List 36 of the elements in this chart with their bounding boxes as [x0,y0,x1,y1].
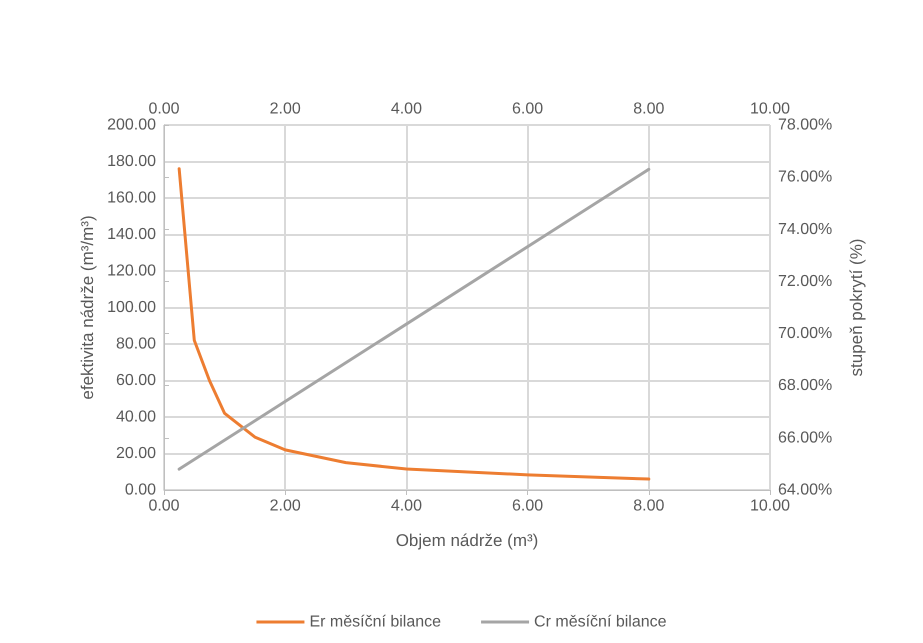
x2-tick-label: 6.00 [512,100,544,118]
y2-tick-label: 66.00% [778,429,832,446]
y-axis-title: efektivita nádrže (m³/m³) [78,215,97,400]
y2-tick-label: 72.00% [778,272,832,290]
x-tick-label: 8.00 [633,498,664,514]
y2-tick-label: 64.00% [778,482,832,498]
y-tick-label: 0.00 [124,482,156,498]
x-tick-label: 10.00 [750,498,790,514]
y-tick-label: 120.00 [107,262,156,280]
y-tick-label: 100.00 [107,299,156,316]
legend-label: Er měsíční bilance [309,614,442,630]
y-tick-label: 60.00 [116,372,156,389]
x-tick-label: 4.00 [390,498,422,514]
x-tick-label: 0.00 [148,498,180,514]
y2-tick-label: 70.00% [778,325,832,342]
y-tick-label: 200.00 [107,116,156,134]
y-tick-label: 140.00 [107,226,156,243]
y-tick-label: 40.00 [116,408,156,426]
x2-tick-label: 0.00 [148,100,180,118]
y-tick-label: 180.00 [107,153,156,170]
x-tick-label: 6.00 [512,498,544,514]
y-tick-label: 80.00 [116,336,156,352]
y2-tick-label: 78.00% [778,116,832,134]
x2-tick-label: 10.00 [750,100,790,118]
y2-tick-label: 74.00% [778,220,832,238]
y2-tick-label: 76.00% [778,168,832,186]
x2-tick-label: 4.00 [390,100,422,118]
x-tick-label: 2.00 [270,498,301,514]
y-tick-label: 20.00 [116,445,156,462]
x2-tick-label: 8.00 [633,100,664,118]
y2-axis-title: stupeň pokrytí (%) [847,238,866,376]
y-tick-label: 160.00 [107,190,156,206]
x2-tick-label: 2.00 [270,100,301,118]
y2-tick-label: 68.00% [778,377,832,394]
x-axis-title: Objem nádrže (m³) [396,531,538,550]
legend-label: Cr měsíční bilance [534,614,667,630]
